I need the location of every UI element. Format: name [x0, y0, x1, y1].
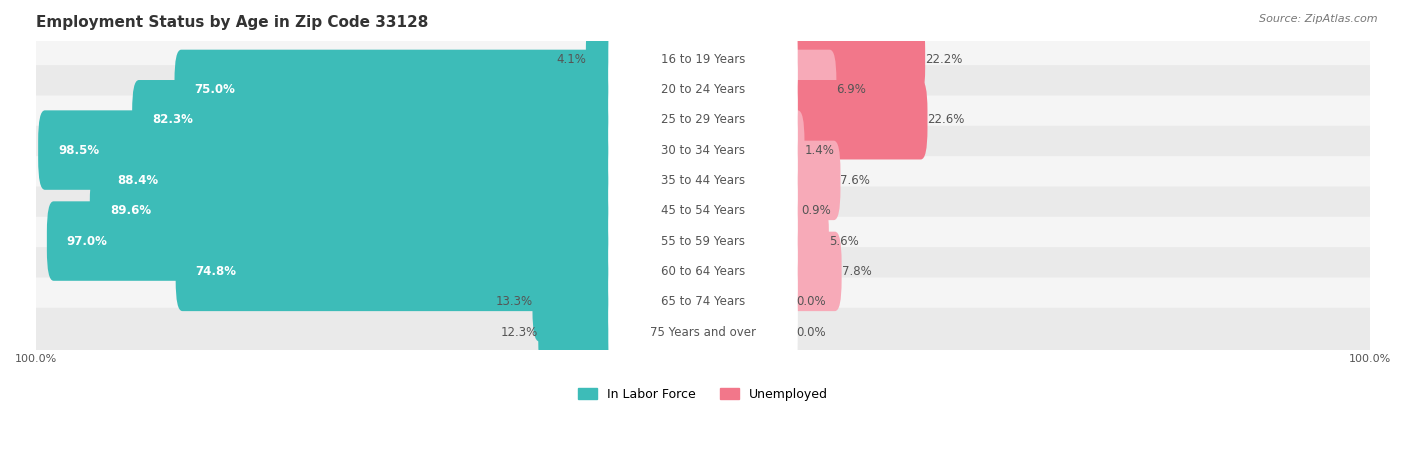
Text: 22.6%: 22.6% — [928, 113, 965, 126]
Text: 7.8%: 7.8% — [842, 265, 872, 278]
Text: 75 Years and over: 75 Years and over — [650, 326, 756, 339]
Text: Employment Status by Age in Zip Code 33128: Employment Status by Age in Zip Code 331… — [37, 15, 429, 30]
FancyBboxPatch shape — [609, 4, 797, 114]
Text: 6.9%: 6.9% — [837, 83, 866, 96]
Text: 1.4%: 1.4% — [804, 143, 834, 156]
FancyBboxPatch shape — [90, 171, 623, 250]
Text: 20 to 24 Years: 20 to 24 Years — [661, 83, 745, 96]
FancyBboxPatch shape — [783, 232, 842, 311]
FancyBboxPatch shape — [783, 80, 928, 160]
FancyBboxPatch shape — [609, 277, 797, 387]
Text: 35 to 44 Years: 35 to 44 Years — [661, 174, 745, 187]
FancyBboxPatch shape — [609, 247, 797, 357]
FancyBboxPatch shape — [34, 247, 1372, 296]
FancyBboxPatch shape — [783, 292, 796, 372]
FancyBboxPatch shape — [783, 171, 801, 250]
Text: 0.0%: 0.0% — [796, 326, 825, 339]
Text: 82.3%: 82.3% — [152, 113, 193, 126]
FancyBboxPatch shape — [34, 35, 1372, 83]
Text: 7.6%: 7.6% — [841, 174, 870, 187]
Text: 88.4%: 88.4% — [117, 174, 157, 187]
FancyBboxPatch shape — [97, 141, 623, 220]
FancyBboxPatch shape — [538, 292, 623, 372]
Text: 45 to 54 Years: 45 to 54 Years — [661, 204, 745, 217]
Text: 97.0%: 97.0% — [67, 235, 108, 248]
FancyBboxPatch shape — [586, 19, 623, 99]
Text: 12.3%: 12.3% — [501, 326, 538, 339]
FancyBboxPatch shape — [34, 217, 1372, 265]
Text: 98.5%: 98.5% — [58, 143, 100, 156]
Text: 25 to 29 Years: 25 to 29 Years — [661, 113, 745, 126]
Text: 4.1%: 4.1% — [555, 53, 586, 65]
FancyBboxPatch shape — [533, 262, 623, 341]
FancyBboxPatch shape — [609, 156, 797, 266]
FancyBboxPatch shape — [783, 262, 796, 341]
FancyBboxPatch shape — [34, 308, 1372, 356]
Text: 65 to 74 Years: 65 to 74 Years — [661, 295, 745, 308]
Text: Source: ZipAtlas.com: Source: ZipAtlas.com — [1260, 14, 1378, 23]
FancyBboxPatch shape — [34, 65, 1372, 114]
FancyBboxPatch shape — [609, 65, 797, 175]
FancyBboxPatch shape — [34, 156, 1372, 205]
Text: 16 to 19 Years: 16 to 19 Years — [661, 53, 745, 65]
FancyBboxPatch shape — [34, 126, 1372, 175]
Text: 74.8%: 74.8% — [195, 265, 236, 278]
FancyBboxPatch shape — [34, 186, 1372, 235]
FancyBboxPatch shape — [34, 277, 1372, 326]
Text: 13.3%: 13.3% — [495, 295, 533, 308]
Text: 89.6%: 89.6% — [110, 204, 150, 217]
FancyBboxPatch shape — [609, 35, 797, 144]
FancyBboxPatch shape — [176, 232, 623, 311]
Text: 30 to 34 Years: 30 to 34 Years — [661, 143, 745, 156]
Legend: In Labor Force, Unemployed: In Labor Force, Unemployed — [572, 383, 834, 406]
FancyBboxPatch shape — [609, 125, 797, 235]
Text: 75.0%: 75.0% — [194, 83, 235, 96]
FancyBboxPatch shape — [783, 19, 925, 99]
FancyBboxPatch shape — [609, 95, 797, 205]
Text: 5.6%: 5.6% — [830, 235, 859, 248]
FancyBboxPatch shape — [609, 216, 797, 326]
FancyBboxPatch shape — [38, 110, 623, 190]
Text: 0.0%: 0.0% — [796, 295, 825, 308]
Text: 0.9%: 0.9% — [801, 204, 831, 217]
FancyBboxPatch shape — [609, 186, 797, 296]
FancyBboxPatch shape — [46, 201, 623, 281]
FancyBboxPatch shape — [783, 141, 841, 220]
FancyBboxPatch shape — [783, 50, 837, 129]
FancyBboxPatch shape — [783, 110, 804, 190]
Text: 22.2%: 22.2% — [925, 53, 963, 65]
FancyBboxPatch shape — [132, 80, 623, 160]
FancyBboxPatch shape — [34, 96, 1372, 144]
Text: 60 to 64 Years: 60 to 64 Years — [661, 265, 745, 278]
Text: 55 to 59 Years: 55 to 59 Years — [661, 235, 745, 248]
FancyBboxPatch shape — [174, 50, 623, 129]
FancyBboxPatch shape — [783, 201, 830, 281]
